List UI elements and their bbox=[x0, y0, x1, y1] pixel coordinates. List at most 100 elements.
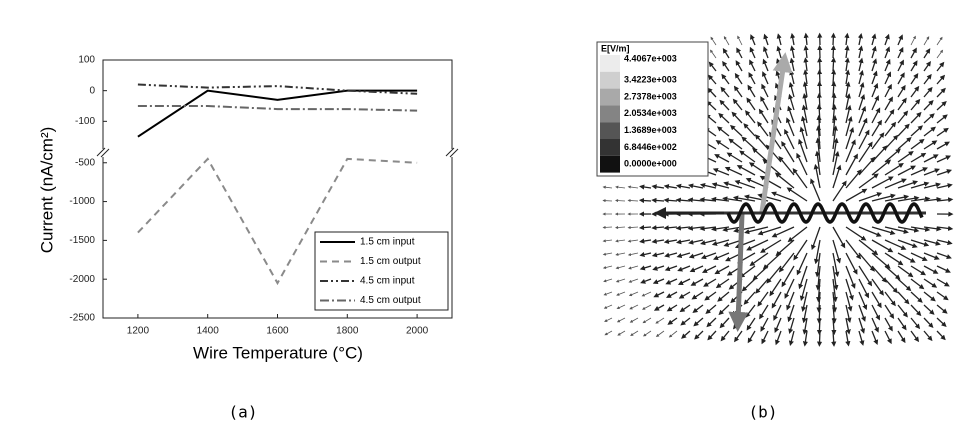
field-arrow bbox=[791, 331, 794, 344]
field-arrow bbox=[763, 74, 768, 84]
field-arrow bbox=[617, 266, 625, 268]
colorbar-swatch bbox=[600, 72, 620, 89]
field-arrow bbox=[911, 253, 925, 260]
field-arrow bbox=[792, 48, 794, 58]
field-arrow bbox=[605, 305, 612, 308]
field-arrow bbox=[937, 279, 948, 285]
field-arrow bbox=[885, 86, 891, 97]
field-arrow bbox=[846, 35, 847, 45]
field-arrow bbox=[872, 253, 889, 267]
field-arrow bbox=[872, 110, 879, 123]
field-arrow bbox=[846, 72, 848, 84]
field-arrow-large bbox=[762, 62, 784, 212]
field-arrow bbox=[629, 200, 638, 201]
field-arrow bbox=[885, 137, 897, 149]
field-arrow bbox=[924, 318, 932, 326]
field-arrow bbox=[710, 64, 716, 71]
field-arrow bbox=[711, 38, 716, 45]
field-arrow bbox=[617, 227, 625, 228]
field-arrow bbox=[715, 253, 729, 259]
field-arrow bbox=[619, 331, 625, 335]
field-arrow bbox=[898, 305, 906, 315]
field-arrow bbox=[872, 97, 878, 110]
field-arrow bbox=[606, 318, 612, 321]
field-arrow bbox=[898, 74, 903, 84]
field-arrow bbox=[885, 99, 892, 110]
field-arrow bbox=[725, 37, 729, 45]
field-arrow bbox=[937, 51, 942, 58]
field-arrow bbox=[898, 100, 905, 110]
field-arrow bbox=[789, 108, 794, 123]
field-arrow bbox=[682, 305, 690, 311]
field-arrow bbox=[885, 292, 894, 304]
field-arrow bbox=[642, 253, 651, 255]
field-arrow bbox=[751, 49, 755, 58]
field-arrow bbox=[617, 187, 625, 188]
y-tick-label: -2500 bbox=[69, 313, 95, 324]
y-tick-label: -500 bbox=[75, 157, 95, 168]
field-arrow bbox=[911, 318, 918, 327]
colorbar-label: 0.0000e+000 bbox=[624, 159, 677, 169]
field-arrow bbox=[872, 161, 889, 175]
field-arrow bbox=[732, 127, 742, 136]
field-arrow bbox=[754, 266, 768, 279]
field-arrow bbox=[911, 62, 916, 71]
field-arrow bbox=[702, 227, 716, 229]
field-arrow bbox=[833, 331, 834, 344]
field-arrow bbox=[937, 331, 944, 338]
field-arrow bbox=[765, 49, 768, 58]
field-arrow bbox=[911, 266, 924, 274]
field-arrow bbox=[911, 114, 920, 123]
field-arrow bbox=[911, 305, 920, 314]
field-arrow bbox=[859, 72, 862, 84]
field-arrow bbox=[642, 187, 651, 188]
field-arrow bbox=[738, 50, 742, 58]
field-arrow bbox=[737, 62, 742, 71]
field-arrow bbox=[777, 331, 781, 343]
field-arrow bbox=[924, 89, 931, 97]
field-arrow bbox=[805, 318, 807, 332]
field-arrow bbox=[739, 166, 755, 175]
field-arrow bbox=[859, 175, 877, 188]
field-arrow bbox=[667, 266, 677, 270]
field-arrow bbox=[898, 266, 911, 276]
x-tick-label: 1200 bbox=[127, 326, 150, 337]
field-arrow bbox=[679, 240, 690, 242]
field-arrow bbox=[641, 200, 651, 201]
field-arrow bbox=[757, 136, 768, 149]
field-arrow bbox=[736, 331, 742, 340]
field-arrow bbox=[762, 318, 768, 330]
colorbar-label: 6.8446e+002 bbox=[624, 142, 677, 152]
field-arrow bbox=[604, 253, 612, 254]
field-arrow bbox=[691, 253, 703, 257]
legend-label: 1.5 cm input bbox=[360, 237, 415, 248]
field-arrow bbox=[604, 187, 612, 188]
field-arrow bbox=[937, 253, 949, 257]
field-arrow bbox=[654, 227, 664, 228]
field-arrow bbox=[924, 240, 938, 244]
field-arrow bbox=[703, 240, 716, 243]
field-arrow bbox=[729, 154, 742, 162]
field-arrow bbox=[719, 128, 729, 136]
field-arrow bbox=[885, 36, 888, 45]
field-arrow bbox=[748, 99, 755, 110]
field-arrow bbox=[872, 266, 885, 281]
field-arrow bbox=[859, 120, 866, 136]
field-arrow bbox=[846, 60, 848, 71]
field-arrow bbox=[691, 185, 703, 188]
field-arrow bbox=[859, 292, 866, 308]
field-arrow bbox=[859, 96, 863, 110]
field-arrow bbox=[631, 318, 638, 322]
colorbar-swatch bbox=[600, 55, 620, 72]
field-arrow bbox=[859, 108, 865, 123]
field-arrow bbox=[707, 116, 716, 123]
field-arrow bbox=[669, 318, 677, 323]
field-arrow bbox=[760, 111, 768, 123]
colorbar-label: 2.7378e+003 bbox=[624, 91, 677, 101]
colorbar-swatch bbox=[600, 139, 620, 156]
field-arrow bbox=[778, 48, 781, 58]
field-arrow bbox=[708, 103, 716, 110]
field-arrow bbox=[859, 305, 864, 319]
caption: (a) bbox=[229, 403, 258, 422]
field-arrow bbox=[654, 186, 664, 188]
